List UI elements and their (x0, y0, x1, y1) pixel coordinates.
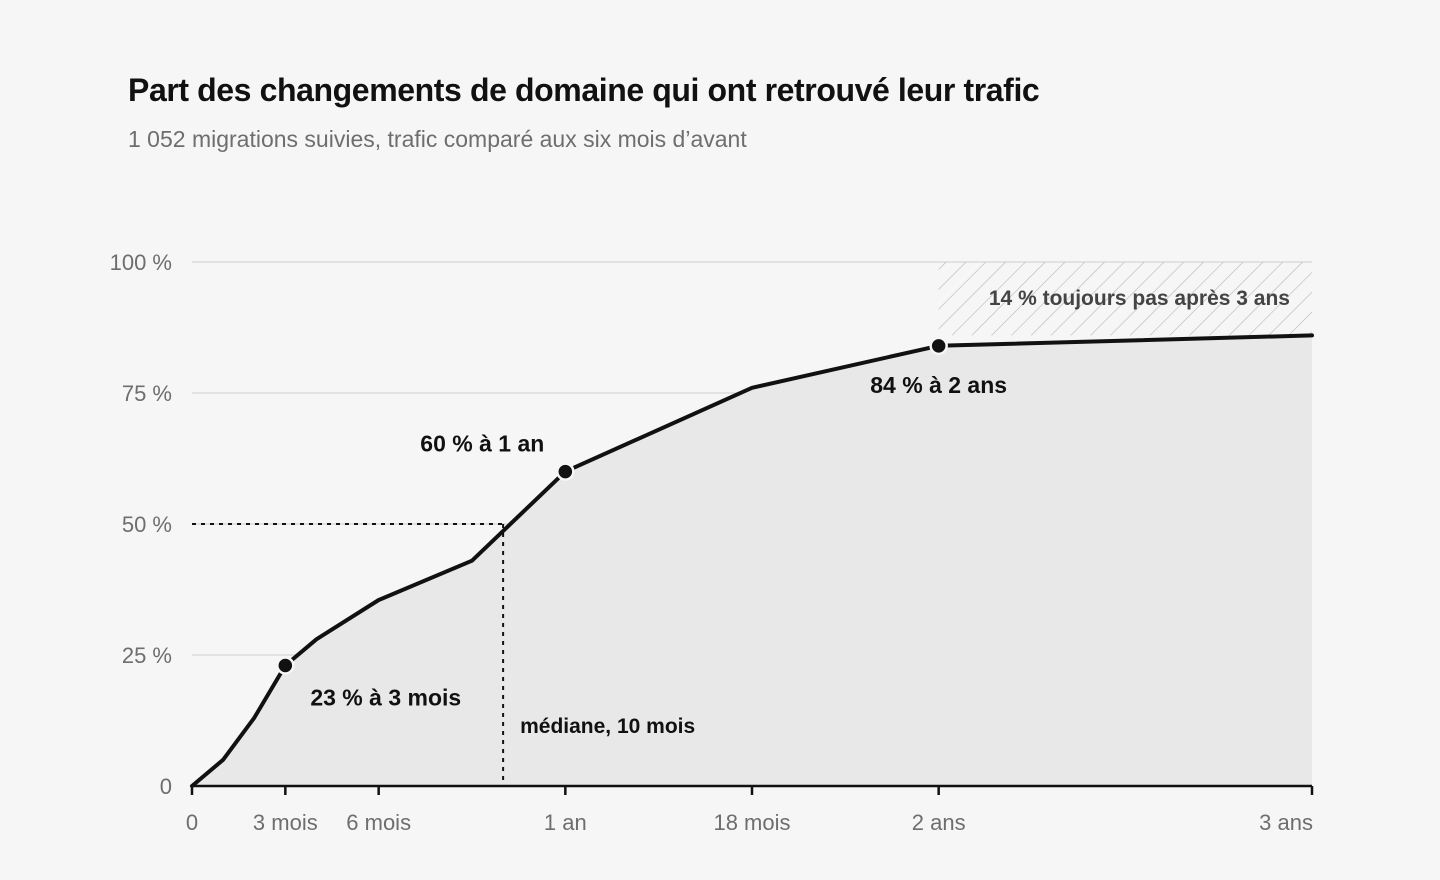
highlight-point (276, 656, 295, 675)
y-tick-label: 75 % (122, 381, 172, 406)
x-tick-label: 3 ans (1259, 810, 1313, 835)
y-tick-label: 50 % (122, 512, 172, 537)
recovery-area-fill (192, 335, 1312, 786)
highlight-point (929, 336, 948, 356)
x-tick-label: 3 mois (253, 810, 318, 835)
chart-subtitle: 1 052 migrations suivies, trafic comparé… (128, 126, 747, 152)
x-tick-label: 0 (186, 810, 198, 835)
x-tick-label: 2 ans (912, 810, 966, 835)
unrecovered-label: 14 % toujours pas après 3 ans (989, 287, 1290, 310)
highlight-point (556, 462, 575, 481)
y-tick-label: 100 % (110, 250, 172, 275)
chart-title: Part des changements de domaine qui ont … (128, 72, 1040, 108)
median-label: médiane, 10 mois (520, 715, 695, 738)
highlight-label: 60 % à 1 an (420, 431, 544, 457)
highlight-label: 23 % à 3 mois (310, 684, 461, 710)
x-tick-label: 18 mois (713, 810, 790, 835)
unrecovered-hatch-region (938, 262, 1312, 336)
y-tick-label: 0 (160, 774, 172, 799)
recovery-line (190, 333, 1314, 788)
highlight-label: 84 % à 2 ans (870, 372, 1007, 398)
x-tick-label: 6 mois (346, 810, 411, 835)
x-tick-label: 1 an (544, 810, 587, 835)
y-tick-label: 25 % (122, 643, 172, 668)
